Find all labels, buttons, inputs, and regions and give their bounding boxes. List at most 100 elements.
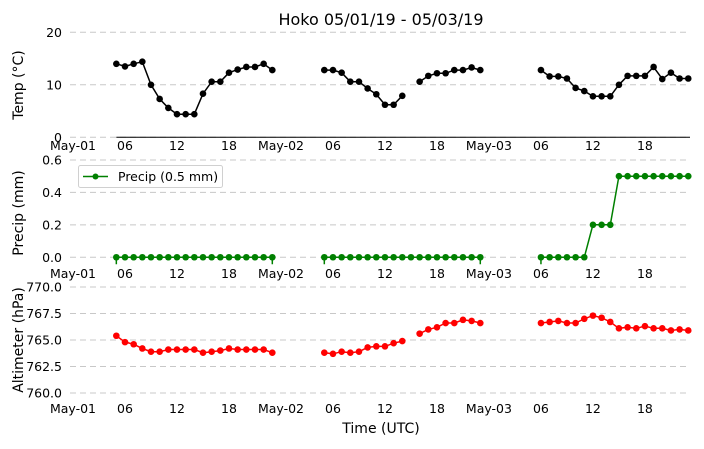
y-tick-label: 765.0 bbox=[26, 333, 62, 348]
data-point bbox=[243, 253, 250, 261]
data-point bbox=[191, 346, 198, 353]
data-point bbox=[580, 87, 588, 95]
data-point bbox=[390, 339, 397, 347]
x-tick-label: 12 bbox=[585, 138, 601, 153]
data-point bbox=[433, 253, 441, 261]
data-point bbox=[563, 253, 571, 261]
data-point bbox=[364, 344, 371, 351]
series-line bbox=[324, 340, 403, 355]
data-point bbox=[632, 325, 640, 332]
data-point bbox=[468, 317, 475, 325]
data-point bbox=[269, 66, 276, 74]
x-tick-label: May-02 bbox=[258, 138, 304, 153]
data-point bbox=[355, 253, 363, 261]
x-tick-label: 18 bbox=[637, 401, 653, 416]
data-point bbox=[598, 314, 605, 322]
data-point bbox=[459, 316, 467, 324]
data-point bbox=[684, 327, 692, 334]
x-tick-label: May-03 bbox=[466, 401, 512, 416]
data-point bbox=[182, 346, 189, 353]
data-point bbox=[234, 346, 241, 353]
data-point bbox=[199, 90, 207, 98]
data-point bbox=[476, 66, 484, 74]
data-point bbox=[182, 110, 189, 118]
data-point bbox=[433, 69, 441, 77]
x-tick-label: 12 bbox=[585, 401, 601, 416]
series-line bbox=[324, 69, 403, 106]
data-point bbox=[676, 172, 683, 180]
data-point bbox=[468, 64, 475, 71]
data-point bbox=[641, 72, 649, 80]
data-point bbox=[684, 172, 692, 180]
data-point bbox=[121, 338, 129, 346]
data-point bbox=[165, 253, 172, 261]
x-tick-label: May-01 bbox=[50, 266, 96, 281]
data-point bbox=[598, 93, 605, 100]
x-tick-label: 18 bbox=[429, 401, 445, 416]
data-point bbox=[208, 78, 215, 85]
x-tick-label: 12 bbox=[585, 266, 601, 281]
x-tick-label: 12 bbox=[377, 138, 393, 153]
data-point bbox=[269, 253, 276, 261]
data-point bbox=[329, 66, 337, 74]
data-point bbox=[416, 78, 423, 85]
data-point bbox=[442, 69, 449, 77]
x-tick-label: 12 bbox=[169, 266, 185, 281]
data-point bbox=[217, 78, 224, 85]
data-point bbox=[450, 319, 458, 327]
series-line bbox=[540, 65, 689, 98]
data-point bbox=[173, 110, 181, 118]
x-tick-label: 18 bbox=[221, 266, 237, 281]
x-tick-label: 06 bbox=[117, 401, 133, 416]
data-point bbox=[147, 81, 155, 89]
data-point bbox=[355, 348, 363, 355]
data-point bbox=[459, 253, 467, 261]
data-point bbox=[217, 253, 224, 261]
data-point bbox=[347, 349, 354, 357]
data-point bbox=[537, 253, 545, 261]
data-point bbox=[684, 75, 692, 82]
x-tick-label: May-03 bbox=[466, 138, 512, 153]
data-point bbox=[338, 69, 345, 77]
data-point bbox=[676, 326, 683, 333]
panel-1: 0 10 20 Temp (°C) May-01 06 12 18 May-02 06 12 18 Ma… bbox=[11, 25, 692, 153]
x-tick-label: 18 bbox=[637, 138, 653, 153]
data-point bbox=[260, 346, 267, 353]
data-point bbox=[450, 66, 458, 74]
data-point bbox=[191, 253, 198, 261]
data-point bbox=[615, 81, 623, 89]
data-point bbox=[130, 253, 137, 261]
data-point bbox=[546, 253, 553, 261]
x-tick-label: 06 bbox=[533, 266, 549, 281]
data-point bbox=[442, 253, 449, 261]
data-point bbox=[554, 317, 562, 325]
data-point bbox=[355, 78, 363, 85]
data-point bbox=[606, 93, 614, 100]
data-point bbox=[121, 253, 129, 261]
data-point bbox=[329, 253, 337, 261]
data-point bbox=[563, 319, 571, 327]
y-tick-label: 0.0 bbox=[42, 250, 62, 265]
data-point bbox=[589, 312, 597, 319]
data-point bbox=[632, 72, 640, 80]
x-tick-label: 06 bbox=[325, 401, 341, 416]
data-point bbox=[658, 325, 666, 332]
data-point bbox=[182, 253, 189, 261]
x-tick-label: 12 bbox=[377, 401, 393, 416]
data-point bbox=[580, 315, 588, 323]
data-point bbox=[234, 66, 241, 73]
data-point bbox=[208, 348, 215, 355]
data-point bbox=[459, 66, 467, 74]
data-point bbox=[563, 75, 571, 82]
data-point bbox=[537, 319, 545, 327]
data-point bbox=[390, 253, 397, 261]
data-point bbox=[398, 337, 406, 345]
x-tick-label: 06 bbox=[117, 138, 133, 153]
data-point bbox=[191, 110, 198, 118]
data-point bbox=[641, 322, 649, 330]
data-point bbox=[156, 253, 163, 261]
data-point bbox=[243, 346, 250, 353]
data-point bbox=[624, 72, 631, 80]
